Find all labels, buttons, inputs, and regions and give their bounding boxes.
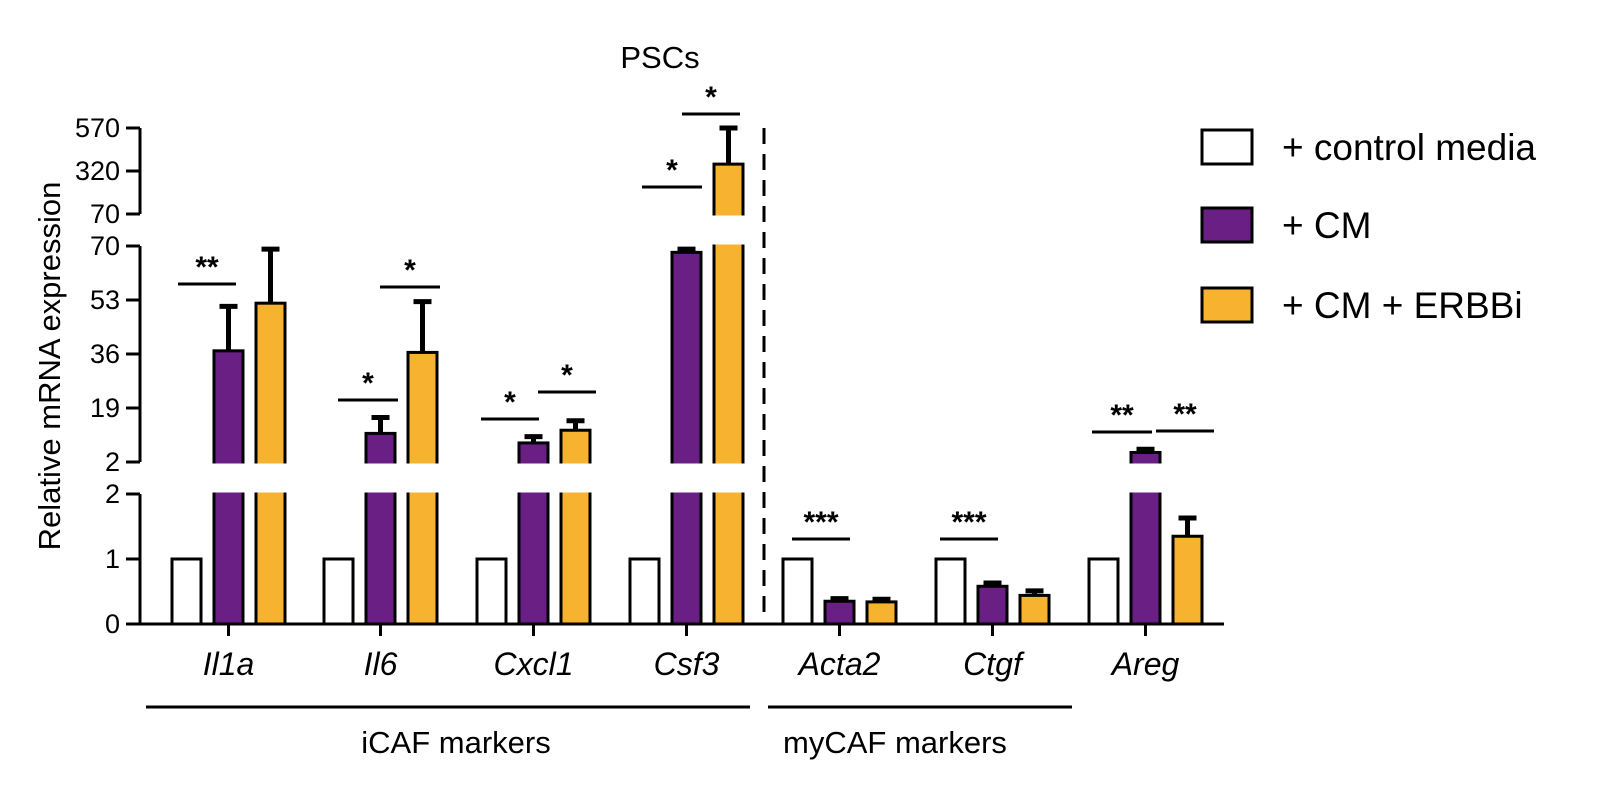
group-label-mycaf: myCAF markers — [783, 725, 1007, 760]
y-tick-label: 570 — [75, 113, 120, 143]
y-tick-label: 320 — [75, 156, 120, 186]
y-axis-label: Relative mRNA expression — [32, 182, 67, 551]
significance-label: * — [705, 81, 717, 114]
bar-il1a-series-0 — [170, 557, 203, 626]
x-tick-label-ctgf: Ctgf — [963, 646, 1025, 682]
x-tick-label-cxcl1: Cxcl1 — [493, 646, 573, 682]
axis-break-gap — [142, 463, 1202, 493]
axis-break-gap — [142, 215, 1202, 245]
y-tick-label: 2 — [105, 479, 120, 509]
significance-label: ** — [1110, 399, 1134, 432]
legend-swatch-0 — [1200, 128, 1254, 166]
y-tick-label: 53 — [90, 285, 120, 315]
significance-label: * — [504, 386, 516, 419]
bar-cxcl1-series-2 — [559, 428, 592, 626]
bar-csf3-series-1 — [670, 250, 703, 626]
y-tick-label: 70 — [90, 231, 120, 261]
significance-label: * — [666, 154, 678, 187]
y-tick-label: 2 — [105, 447, 120, 477]
x-tick-label-il1a: Il1a — [203, 646, 255, 682]
x-tick-label-areg: Areg — [1110, 646, 1180, 682]
x-tick-label-csf3: Csf3 — [654, 646, 720, 682]
significance-label: *** — [951, 506, 986, 539]
bar-il6-series-0 — [322, 557, 355, 626]
y-tick-label: 1 — [105, 544, 120, 574]
legend-swatch-2 — [1200, 286, 1254, 324]
x-tick-label-acta2: Acta2 — [797, 646, 881, 682]
significance-label: *** — [803, 506, 838, 539]
y-tick-label: 0 — [105, 609, 120, 639]
bar-areg-series-2 — [1171, 534, 1204, 626]
bar-ctgf-series-2 — [1018, 593, 1051, 626]
bar-ctgf-series-1 — [976, 584, 1009, 626]
y-tick-label: 70 — [90, 199, 120, 229]
group-label-icaf: iCAF markers — [361, 725, 550, 760]
bar-cxcl1-series-0 — [475, 557, 508, 626]
bar-acta2-series-1 — [823, 599, 856, 626]
y-tick-label: 36 — [90, 339, 120, 369]
significance-label: * — [404, 254, 416, 287]
legend-swatch-1 — [1200, 206, 1254, 244]
bar-csf3-series-0 — [628, 557, 661, 626]
significance-label: ** — [1173, 398, 1197, 431]
significance-label: * — [362, 367, 374, 400]
y-tick-label: 19 — [90, 393, 120, 423]
legend-label-0: + control media — [1282, 127, 1536, 168]
bar-acta2-series-0 — [781, 557, 814, 626]
chart-title: PSCs — [620, 40, 699, 75]
legend-label-2: + CM + ERBBi — [1282, 285, 1523, 326]
significance-label: * — [561, 359, 573, 392]
bar-ctgf-series-0 — [934, 557, 967, 626]
bar-areg-series-0 — [1087, 557, 1120, 626]
legend-label-1: + CM — [1282, 205, 1371, 246]
x-tick-label-il6: Il6 — [364, 646, 398, 682]
bar-acta2-series-2 — [865, 600, 898, 626]
significance-label: ** — [195, 251, 219, 284]
bar-il6-series-1 — [364, 431, 397, 626]
